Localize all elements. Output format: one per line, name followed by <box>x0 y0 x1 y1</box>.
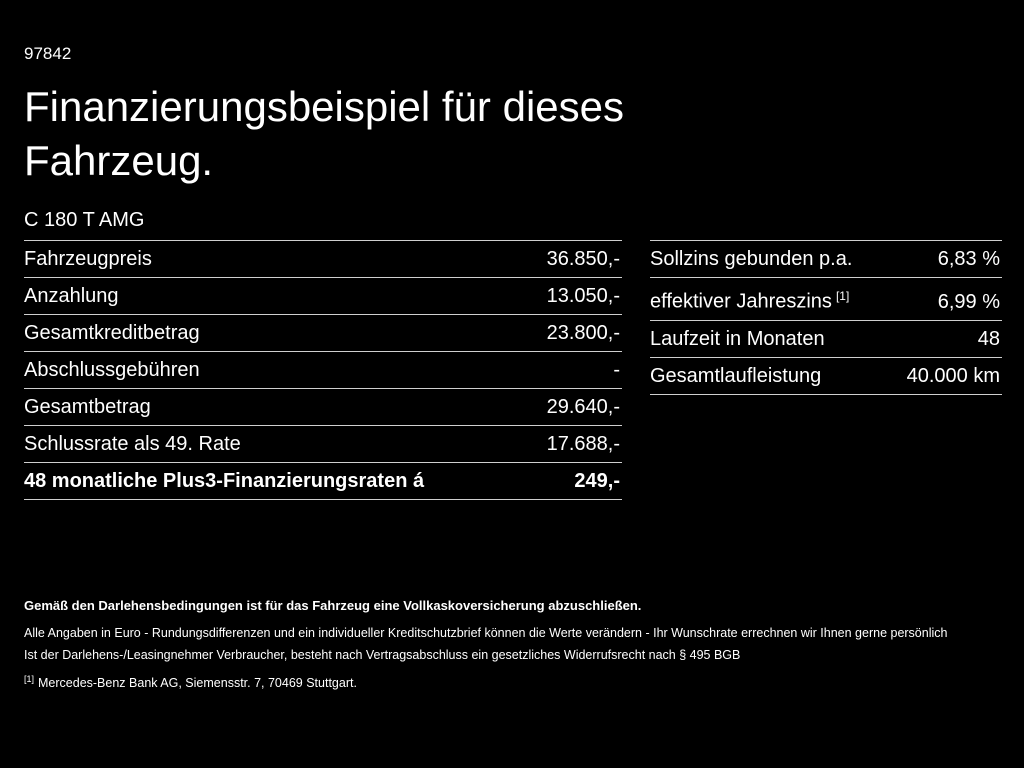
row-label: Anzahlung <box>24 285 119 307</box>
table-row: Gesamtkreditbetrag 23.800,- <box>24 314 622 351</box>
row-value: 23.800,- <box>546 322 620 344</box>
financing-table-right: Sollzins gebunden p.a. 6,83 % effektiver… <box>650 240 1002 395</box>
financing-table-left: Fahrzeugpreis 36.850,- Anzahlung 13.050,… <box>24 240 622 500</box>
row-label-text: effektiver Jahreszins <box>650 290 832 313</box>
row-label: Gesamtkreditbetrag <box>24 322 200 344</box>
table-row: effektiver Jahreszins [1] 6,99 % <box>650 277 1002 320</box>
table-row: Laufzeit in Monaten 48 <box>650 319 1002 357</box>
row-value: 48 <box>977 327 1000 350</box>
table-row: Anzahlung 13.050,- <box>24 277 622 314</box>
footnotes: Gemäß den Darlehensbedingungen ist für d… <box>24 598 1002 690</box>
footnote-marker: [1] <box>835 289 850 303</box>
footnote-ref-text: Mercedes-Benz Bank AG, Siemensstr. 7, 70… <box>38 676 357 691</box>
table-row: Gesamtbetrag 29.640,- <box>24 388 622 425</box>
footnote-insurance: Gemäß den Darlehensbedingungen ist für d… <box>24 598 642 613</box>
table-row: Abschlussgebühren - <box>24 351 622 388</box>
vehicle-model: C 180 T AMG <box>24 209 145 231</box>
footnote-bank-reference: [1] Mercedes-Benz Bank AG, Siemensstr. 7,… <box>24 674 1002 690</box>
row-label: effektiver Jahreszins [1] <box>650 285 849 313</box>
row-label: Laufzeit in Monaten <box>650 327 825 350</box>
table-row: Gesamtlaufleistung 40.000 km <box>650 356 1002 394</box>
row-label: Sollzins gebunden p.a. <box>650 248 853 270</box>
row-value: 6,99 % <box>937 290 1000 313</box>
row-value: 249,- <box>574 470 620 492</box>
row-label: Fahrzeugpreis <box>24 248 152 270</box>
footnote-euro-note: Alle Angaben in Euro - Rundungsdifferenz… <box>24 626 948 640</box>
row-value: 17.688,- <box>546 433 620 455</box>
document-id: 97842 <box>24 44 72 63</box>
financing-tables: Fahrzeugpreis 36.850,- Anzahlung 13.050,… <box>24 240 1002 500</box>
table-row: Schlussrate als 49. Rate 17.688,- <box>24 425 622 462</box>
row-label: Gesamtbetrag <box>24 396 151 418</box>
page-title: Finanzierungsbeispiel für dieses Fahrzeu… <box>24 83 624 184</box>
row-value: 6,83 % <box>937 248 1000 270</box>
row-value: 40.000 km <box>906 364 1000 387</box>
table-row: Fahrzeugpreis 36.850,- <box>24 240 622 277</box>
row-label: 48 monatliche Plus3-Finanzierungsraten á <box>24 470 425 492</box>
table-row: Sollzins gebunden p.a. 6,83 % <box>650 240 1002 277</box>
footnote-withdrawal-note: Ist der Darlehens-/Leasingnehmer Verbrau… <box>24 648 741 662</box>
row-label: Gesamtlaufleistung <box>650 364 822 387</box>
table-row-monthly-rate: 48 monatliche Plus3-Finanzierungsraten á… <box>24 462 622 499</box>
row-value: 36.850,- <box>546 248 620 270</box>
row-value: - <box>613 359 620 381</box>
row-value: 29.640,- <box>546 396 620 418</box>
row-label: Schlussrate als 49. Rate <box>24 433 241 455</box>
row-value: 13.050,- <box>546 285 620 307</box>
row-label: Abschlussgebühren <box>24 359 200 381</box>
footnote-ref-marker: [1] <box>24 674 35 684</box>
